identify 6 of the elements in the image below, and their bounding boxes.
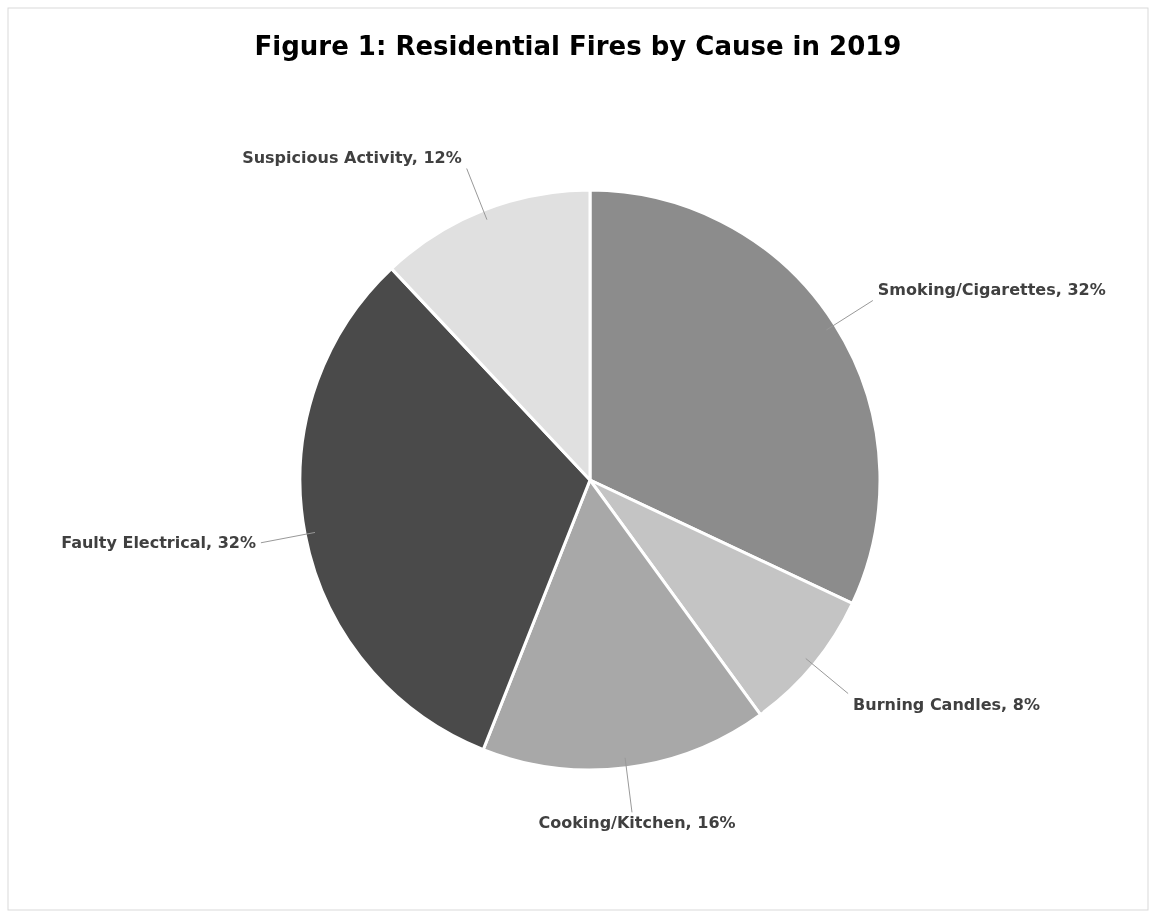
- chart-title: Figure 1: Residential Fires by Cause in 2019: [254, 31, 902, 61]
- slice-label: Smoking/Cigarettes, 32%: [877, 279, 1106, 299]
- slice-label: Suspicious Activity, 12%: [242, 147, 462, 167]
- slice-label: Faulty Electrical, 32%: [61, 532, 256, 552]
- slice-label: Burning Candles, 8%: [853, 694, 1040, 714]
- slice-label: Cooking/Kitchen, 16%: [538, 813, 736, 833]
